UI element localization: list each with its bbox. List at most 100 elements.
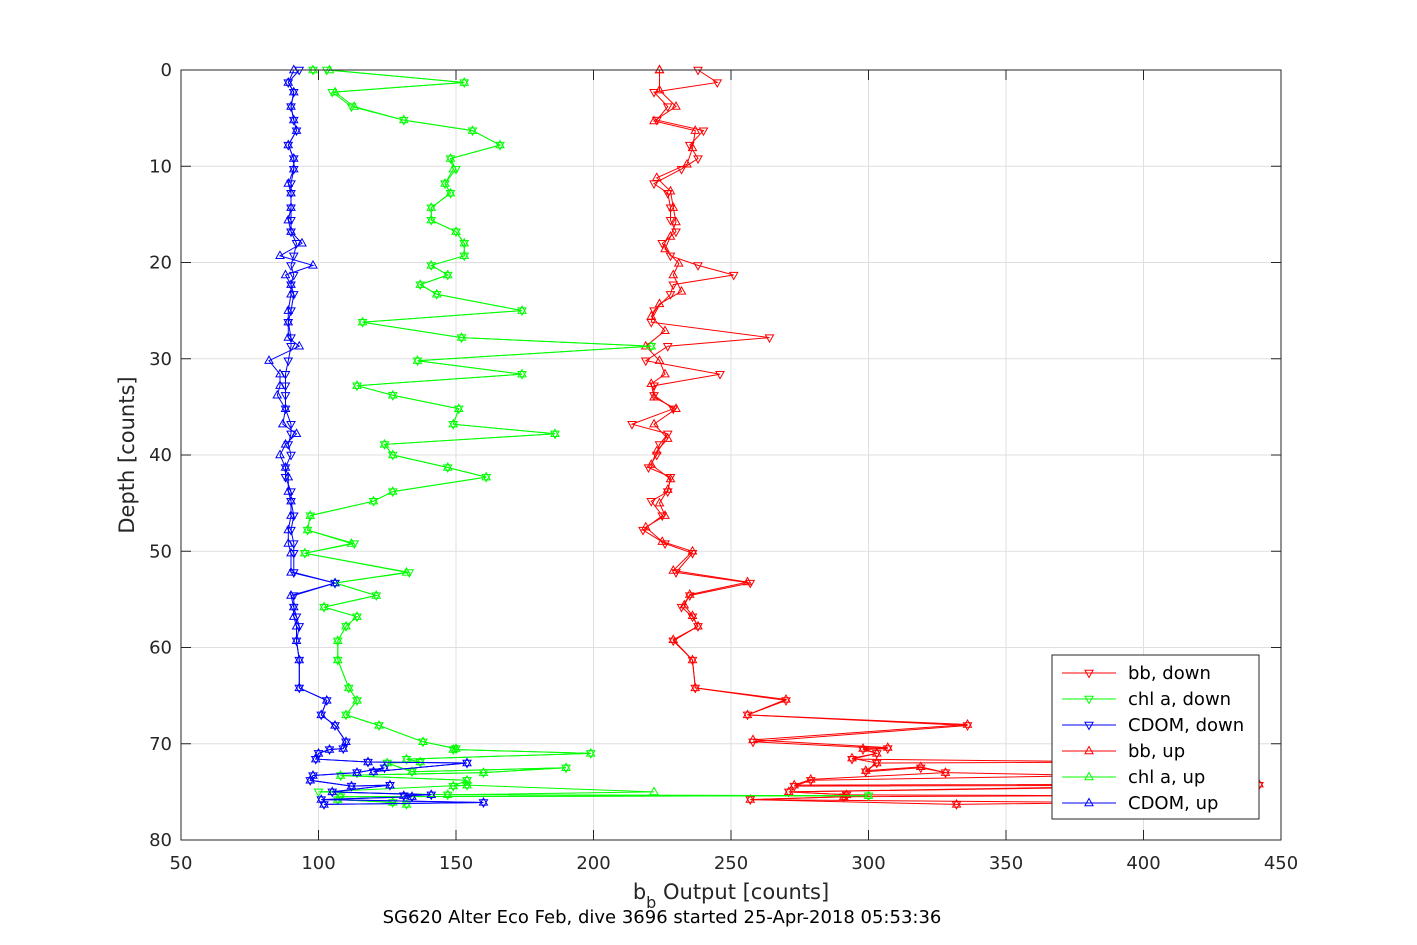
data-point bbox=[385, 779, 395, 789]
data-point bbox=[341, 736, 351, 746]
data-point bbox=[649, 391, 659, 401]
data-point bbox=[343, 682, 354, 692]
data-point bbox=[871, 757, 882, 767]
data-point bbox=[280, 269, 291, 279]
legend-label: bb, up bbox=[1128, 741, 1185, 762]
data-point bbox=[668, 634, 679, 643]
data-point bbox=[651, 172, 662, 181]
data-point bbox=[368, 766, 379, 775]
data-point bbox=[668, 281, 679, 291]
data-point bbox=[690, 682, 701, 692]
data-point bbox=[288, 603, 299, 613]
data-point bbox=[550, 428, 560, 438]
data-point bbox=[286, 279, 296, 288]
data-point bbox=[660, 368, 670, 378]
data-point bbox=[805, 773, 816, 783]
data-point bbox=[665, 473, 676, 483]
data-point bbox=[363, 756, 373, 766]
data-point bbox=[649, 418, 659, 428]
data-point bbox=[915, 761, 926, 771]
data-point bbox=[294, 682, 305, 692]
data-point bbox=[728, 271, 739, 281]
data-point bbox=[398, 114, 409, 124]
data-point bbox=[272, 389, 283, 399]
data-point bbox=[789, 779, 800, 789]
data-point bbox=[687, 610, 698, 619]
data-point bbox=[665, 204, 676, 214]
data-point bbox=[684, 592, 695, 602]
data-point bbox=[459, 240, 470, 249]
data-point bbox=[352, 769, 362, 779]
data-point bbox=[657, 536, 668, 545]
data-point bbox=[283, 471, 294, 481]
data-point bbox=[671, 216, 681, 226]
data-point bbox=[352, 767, 362, 776]
legend-label: CDOM, down bbox=[1128, 715, 1244, 736]
y-tick-label: 80 bbox=[149, 830, 172, 851]
data-point bbox=[387, 392, 398, 401]
data-point bbox=[327, 788, 338, 798]
data-point bbox=[275, 250, 285, 259]
data-point bbox=[319, 801, 329, 810]
data-point bbox=[286, 228, 296, 238]
figure-caption: SG620 Alter Eco Feb, dive 3696 started 2… bbox=[383, 907, 942, 928]
data-point bbox=[426, 202, 437, 211]
data-point bbox=[283, 538, 294, 547]
data-point bbox=[698, 127, 709, 137]
data-point bbox=[585, 750, 596, 759]
data-point bbox=[286, 281, 296, 291]
data-point bbox=[275, 380, 285, 389]
data-point bbox=[286, 495, 296, 505]
data-point bbox=[442, 269, 453, 279]
data-point bbox=[286, 421, 296, 430]
data-point bbox=[640, 357, 651, 367]
data-point bbox=[789, 782, 800, 792]
data-point bbox=[275, 449, 285, 459]
data-point bbox=[445, 187, 456, 197]
data-point bbox=[280, 392, 291, 401]
data-point bbox=[349, 540, 360, 550]
data-point bbox=[448, 744, 459, 753]
data-point bbox=[431, 288, 442, 298]
data-point bbox=[781, 697, 791, 706]
data-point bbox=[462, 779, 472, 789]
data-point bbox=[280, 405, 291, 415]
data-point bbox=[456, 332, 467, 341]
data-point bbox=[286, 343, 296, 352]
data-point bbox=[940, 769, 951, 779]
data-point bbox=[459, 76, 470, 86]
data-point bbox=[308, 259, 318, 269]
data-point bbox=[283, 178, 294, 187]
data-point bbox=[517, 307, 527, 317]
data-point bbox=[657, 240, 668, 249]
data-point bbox=[654, 298, 665, 308]
data-point bbox=[324, 744, 335, 753]
data-point bbox=[426, 789, 437, 798]
data-point bbox=[654, 355, 665, 364]
data-point bbox=[687, 142, 698, 152]
data-point bbox=[297, 237, 307, 247]
data-point bbox=[671, 403, 681, 412]
data-point bbox=[308, 66, 318, 76]
data-point bbox=[327, 786, 338, 796]
data-point bbox=[321, 694, 332, 704]
data-point bbox=[858, 743, 868, 752]
data-point bbox=[467, 125, 478, 134]
data-point bbox=[401, 753, 412, 763]
data-point bbox=[324, 64, 335, 74]
data-point bbox=[346, 538, 357, 547]
data-point bbox=[387, 486, 398, 495]
data-point bbox=[288, 252, 299, 262]
data-point bbox=[693, 620, 703, 630]
data-point bbox=[407, 768, 417, 778]
data-point bbox=[646, 340, 657, 350]
data-point bbox=[687, 545, 698, 555]
data-point bbox=[288, 116, 299, 126]
data-point bbox=[280, 461, 291, 471]
data-point bbox=[288, 512, 299, 522]
data-point bbox=[442, 461, 453, 471]
data-point bbox=[448, 418, 459, 428]
data-point bbox=[291, 620, 302, 630]
data-point bbox=[288, 153, 299, 162]
data-point bbox=[283, 79, 294, 89]
